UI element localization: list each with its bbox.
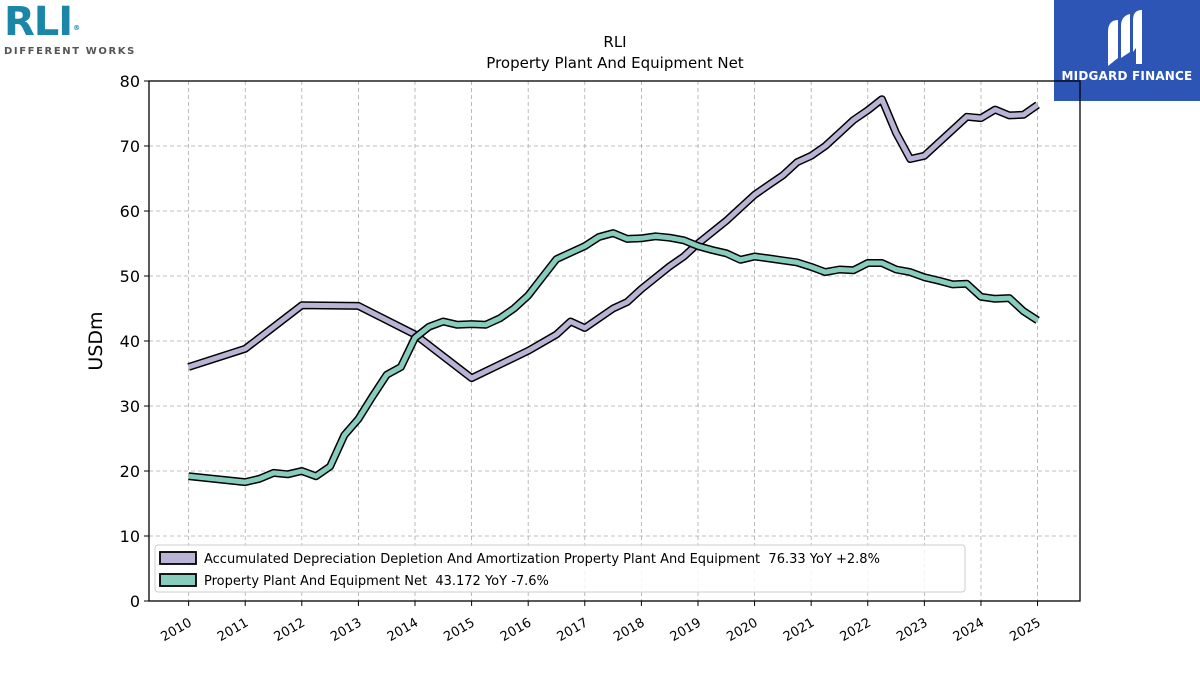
- x-tick-label: 2015: [441, 615, 477, 645]
- y-axis-label: USDm: [85, 311, 107, 370]
- legend: Accumulated Depreciation Depletion And A…: [154, 544, 966, 593]
- legend-swatch-ppe-net: [159, 573, 197, 587]
- y-tick-label: 10: [120, 527, 140, 546]
- series-line-ppe-net: [188, 230, 1039, 485]
- legend-box: [154, 544, 966, 593]
- legend-label-ppe-net: Property Plant And Equipment Net 43.172 …: [204, 574, 549, 589]
- x-tick-label: 2022: [838, 615, 874, 645]
- series-line-accumulated-depreciation: [187, 96, 1040, 381]
- x-tick-label: 2013: [328, 615, 364, 645]
- series-line-outline-accumulated-depreciation: [187, 95, 1040, 383]
- midgard-finance-name: MIDGARD FINANCE: [1061, 69, 1193, 83]
- chart-subtitle: Property Plant And Equipment Net: [486, 54, 743, 72]
- midgard-emblem-icon: [1108, 10, 1142, 66]
- x-tick-label: 2011: [215, 615, 251, 645]
- x-tick-label: 2024: [951, 615, 987, 645]
- x-tick-label: 2010: [158, 615, 194, 645]
- legend-swatch-accumulated-depreciation: [159, 551, 197, 565]
- x-tick-label: 2012: [272, 615, 308, 645]
- y-tick-label: 0: [130, 592, 140, 611]
- y-tick-label: 40: [120, 332, 140, 351]
- y-tick-label: 20: [120, 462, 140, 481]
- gridlines: [149, 80, 1080, 602]
- x-tick-label: 2020: [724, 615, 760, 645]
- rli-logo-wordmark: RLI®: [4, 0, 80, 45]
- x-tick-label: 2017: [555, 615, 591, 645]
- rli-logo-tagline: DIFFERENT WORKS: [4, 46, 136, 57]
- x-tick-label: 2016: [498, 615, 534, 645]
- x-tick-label: 2019: [668, 615, 704, 645]
- chart-title: RLI: [603, 33, 626, 51]
- x-tick-label: 2021: [781, 615, 817, 645]
- y-axis-ticks: 0 10 20 30 40 50 60 70 80: [120, 72, 149, 611]
- y-tick-label: 80: [120, 72, 140, 91]
- y-tick-label: 60: [120, 202, 140, 221]
- rli-logo: RLI® DIFFERENT WORKS: [4, 2, 136, 57]
- x-tick-label: 2025: [1007, 615, 1043, 645]
- x-tick-label: 2014: [385, 615, 421, 645]
- legend-label-accumulated-depreciation: Accumulated Depreciation Depletion And A…: [204, 552, 880, 567]
- midgard-finance-logo: MIDGARD FINANCE: [1054, 0, 1200, 101]
- y-tick-label: 50: [120, 267, 140, 286]
- y-tick-label: 70: [120, 137, 140, 156]
- series-lines: [187, 95, 1040, 487]
- x-axis-ticks: 2010 2011 2012 2013 2014 2015 2016 2017 2018 2019…: [158, 601, 1044, 645]
- y-tick-label: 30: [120, 397, 140, 416]
- x-tick-label: 2018: [611, 615, 647, 645]
- x-tick-label: 2023: [894, 615, 930, 645]
